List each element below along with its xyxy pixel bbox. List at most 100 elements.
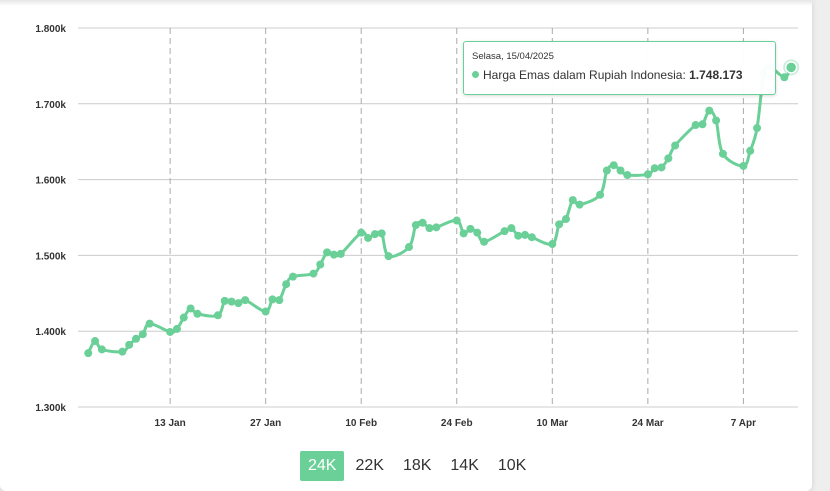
card-top-shade (0, 0, 812, 6)
data-point (712, 116, 721, 125)
data-point (664, 154, 673, 163)
data-point (193, 309, 202, 318)
data-point (282, 280, 291, 289)
x-tick-label: 7 Apr (731, 418, 756, 429)
data-point (261, 307, 270, 316)
data-point (172, 324, 181, 333)
data-point (364, 233, 373, 242)
data-point (411, 221, 420, 230)
data-point-active (784, 61, 798, 74)
data-point (370, 230, 379, 239)
data-point (466, 224, 475, 233)
x-tick-label: 13 Jan (155, 418, 186, 429)
data-point (650, 164, 659, 173)
data-point (602, 166, 611, 175)
data-point (166, 327, 175, 336)
data-point (179, 313, 188, 322)
data-point (623, 171, 632, 180)
y-tick-label: 1.600k (35, 176, 66, 187)
y-tick-label: 1.300k (35, 403, 66, 414)
y-tick-label: 1.800k (35, 24, 66, 35)
tooltip-row: Harga Emas dalam Rupiah Indonesia: 1.748… (472, 68, 767, 82)
tooltip-value: 1.748.173 (689, 68, 743, 82)
data-point (268, 295, 277, 304)
x-tick-label: 24 Feb (441, 418, 473, 429)
data-point (186, 304, 195, 313)
data-point (473, 228, 482, 237)
data-point (275, 296, 284, 305)
data-point (132, 334, 141, 343)
data-point (425, 224, 434, 233)
x-tick-label: 10 Feb (345, 418, 377, 429)
data-point (213, 311, 222, 320)
data-point (609, 161, 618, 170)
data-point (643, 170, 652, 179)
chart-card: 1.800k 1.700k 1.600k 1.500k 1.400k 1.300k 13 J… (0, 0, 812, 491)
karat-tab-18k[interactable]: 18K (402, 457, 432, 474)
data-point (336, 249, 345, 258)
data-point (377, 229, 386, 238)
karat-tab-22k[interactable]: 22K (355, 457, 384, 474)
x-tick-label: 24 Mar (632, 418, 664, 429)
data-point (145, 319, 154, 328)
y-tick-label: 1.400k (35, 327, 66, 338)
tooltip-series-label: Harga Emas dalam Rupiah Indonesia: (483, 68, 690, 82)
data-point (84, 349, 93, 358)
data-point (739, 161, 748, 170)
x-tick-label: 10 Mar (536, 418, 568, 429)
y-tick-label: 1.500k (35, 251, 66, 262)
data-point (746, 146, 755, 155)
data-point (357, 228, 366, 237)
y-tick-label: 1.700k (35, 100, 66, 111)
data-point (138, 330, 147, 339)
data-point (507, 224, 516, 233)
data-point (288, 272, 297, 281)
data-point (691, 121, 700, 130)
data-point (780, 73, 789, 82)
data-point (568, 196, 577, 205)
data-point (521, 230, 530, 239)
data-point (596, 190, 605, 199)
data-point (575, 200, 584, 209)
data-point (118, 347, 127, 356)
data-point (241, 296, 250, 305)
data-point (220, 296, 229, 305)
tooltip-date: Selasa, 15/04/2025 (472, 51, 554, 62)
data-point (705, 106, 714, 115)
data-point (548, 240, 557, 249)
data-point (125, 340, 134, 349)
data-point (316, 260, 325, 269)
data-point (616, 166, 625, 175)
data-point (384, 252, 393, 261)
karat-tab-14k[interactable]: 14K (450, 457, 479, 474)
data-point (561, 215, 570, 224)
data-point (527, 233, 536, 242)
data-point (404, 243, 413, 252)
data-point (753, 124, 762, 133)
data-point (657, 163, 666, 172)
data-point (432, 223, 441, 232)
chart-tooltip: Selasa, 15/04/2025 Harga Emas dalam Rupi… (463, 41, 776, 95)
data-point (323, 248, 332, 257)
data-point (418, 218, 427, 227)
data-point (480, 237, 489, 246)
data-point (234, 299, 243, 308)
tooltip-series-dot-icon (472, 71, 479, 78)
data-point (514, 231, 523, 240)
data-point (555, 220, 564, 229)
data-point (698, 120, 707, 129)
data-point (227, 297, 236, 306)
karat-selector: 24K 22K 18K 14K 10K (300, 451, 537, 481)
data-point (97, 345, 106, 354)
data-point (671, 141, 680, 150)
data-point (452, 216, 461, 225)
karat-tab-24k[interactable]: 24K (300, 451, 345, 481)
data-point (329, 250, 338, 259)
data-point (309, 269, 318, 278)
data-point (500, 227, 509, 236)
data-point (91, 337, 100, 346)
karat-tab-10k[interactable]: 10K (497, 457, 527, 474)
x-tick-label: 27 Jan (250, 418, 281, 429)
data-point (459, 229, 468, 238)
data-point (718, 149, 727, 158)
